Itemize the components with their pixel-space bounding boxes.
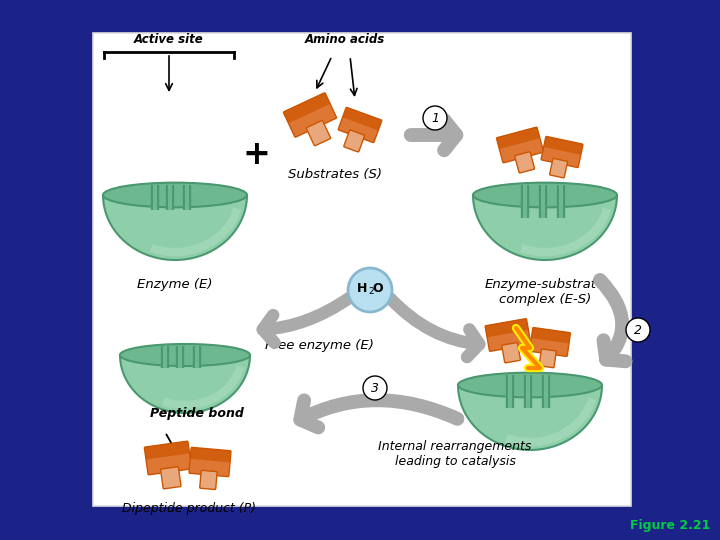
Circle shape	[348, 268, 392, 312]
Text: Enzyme (E): Enzyme (E)	[138, 278, 212, 291]
Text: 2: 2	[634, 325, 642, 338]
Text: Free enzyme (E): Free enzyme (E)	[265, 339, 374, 352]
FancyBboxPatch shape	[306, 120, 330, 146]
FancyBboxPatch shape	[199, 470, 217, 490]
FancyBboxPatch shape	[145, 441, 192, 475]
FancyBboxPatch shape	[515, 152, 534, 173]
Text: +: +	[242, 138, 270, 172]
Text: Internal rearrangements
leading to catalysis: Internal rearrangements leading to catal…	[378, 440, 531, 468]
Ellipse shape	[473, 183, 617, 207]
FancyBboxPatch shape	[145, 441, 189, 460]
Text: O: O	[373, 281, 383, 294]
FancyBboxPatch shape	[544, 137, 583, 154]
Text: Active site: Active site	[134, 33, 204, 46]
FancyBboxPatch shape	[344, 130, 364, 152]
Circle shape	[626, 318, 650, 342]
FancyBboxPatch shape	[93, 33, 631, 506]
FancyBboxPatch shape	[549, 158, 567, 178]
Text: 3: 3	[371, 382, 379, 395]
FancyBboxPatch shape	[343, 107, 382, 130]
Polygon shape	[458, 385, 602, 450]
Text: Peptide bond: Peptide bond	[150, 407, 244, 420]
FancyBboxPatch shape	[497, 127, 540, 149]
Ellipse shape	[103, 183, 247, 207]
Circle shape	[363, 376, 387, 400]
Text: Substrates (S): Substrates (S)	[288, 168, 382, 181]
FancyBboxPatch shape	[284, 93, 336, 137]
Text: H: H	[357, 281, 367, 294]
FancyBboxPatch shape	[530, 328, 570, 356]
Text: 2: 2	[368, 287, 374, 296]
FancyBboxPatch shape	[531, 328, 570, 343]
Polygon shape	[120, 355, 250, 413]
Ellipse shape	[458, 373, 602, 397]
Polygon shape	[103, 195, 247, 260]
Text: Figure 2.21: Figure 2.21	[629, 519, 710, 532]
FancyBboxPatch shape	[485, 319, 531, 352]
FancyBboxPatch shape	[189, 447, 231, 477]
Text: 1: 1	[431, 112, 439, 125]
Circle shape	[423, 106, 447, 130]
Text: Dipeptide product (P): Dipeptide product (P)	[122, 502, 256, 515]
Text: Amino acids: Amino acids	[305, 33, 385, 46]
FancyBboxPatch shape	[502, 342, 521, 363]
FancyBboxPatch shape	[190, 447, 231, 462]
Text: Enzyme-substrate
complex (E-S): Enzyme-substrate complex (E-S)	[485, 278, 605, 306]
FancyBboxPatch shape	[485, 319, 528, 337]
FancyBboxPatch shape	[161, 467, 181, 489]
FancyBboxPatch shape	[541, 137, 583, 167]
FancyBboxPatch shape	[539, 349, 556, 368]
FancyBboxPatch shape	[497, 127, 544, 163]
FancyBboxPatch shape	[284, 93, 330, 123]
Ellipse shape	[120, 344, 250, 366]
FancyBboxPatch shape	[338, 107, 382, 143]
Polygon shape	[473, 195, 617, 260]
